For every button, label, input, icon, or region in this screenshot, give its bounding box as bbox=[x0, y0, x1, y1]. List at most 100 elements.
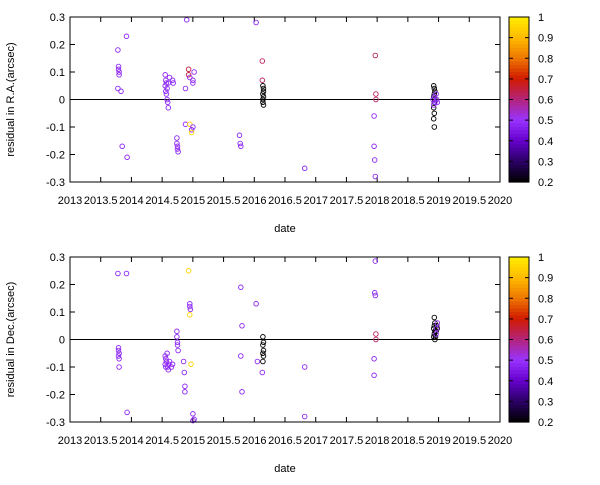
x-tick-label: 2015.5 bbox=[207, 195, 241, 207]
colorbar-swatch bbox=[509, 270, 529, 275]
data-point bbox=[372, 292, 379, 299]
colorbar-swatch bbox=[509, 411, 529, 416]
data-point bbox=[372, 258, 379, 264]
data-point bbox=[116, 69, 122, 75]
data-point bbox=[188, 127, 195, 133]
x-tick-label: 2018.5 bbox=[391, 435, 425, 447]
y-tick-label: 0.2 bbox=[50, 40, 65, 52]
data-point bbox=[162, 72, 168, 78]
data-point bbox=[174, 328, 180, 335]
y-tick-label: -0.1 bbox=[46, 122, 65, 134]
data-point bbox=[371, 372, 377, 379]
colorbar-swatch bbox=[509, 75, 529, 80]
colorbar: 1 0.9 0.8 0.7 0.6 0.5 0.4 0.3 0.2 bbox=[508, 252, 553, 429]
data-point bbox=[185, 66, 192, 73]
data-point bbox=[433, 331, 439, 337]
data-point bbox=[115, 353, 122, 359]
plot-frame bbox=[69, 256, 501, 423]
data-point bbox=[190, 80, 196, 86]
colorbar-swatch bbox=[509, 346, 529, 351]
data-point bbox=[237, 140, 243, 147]
colorbar-swatch bbox=[509, 387, 529, 392]
colorbar-swatch bbox=[509, 82, 529, 87]
x-tick-label: 2016.5 bbox=[268, 435, 302, 447]
colorbar-swatch bbox=[509, 58, 529, 63]
colorbar-swatch bbox=[509, 298, 529, 303]
colorbar-swatch bbox=[509, 391, 529, 396]
data-point bbox=[116, 356, 122, 362]
colorbar-swatch bbox=[509, 178, 529, 183]
colorbar-swatch bbox=[509, 291, 529, 296]
data-point bbox=[115, 47, 121, 53]
colorbar-tick-label: 0.8 bbox=[538, 53, 553, 65]
data-point bbox=[187, 306, 194, 313]
data-point bbox=[239, 389, 245, 395]
colorbar-swatch bbox=[509, 44, 529, 49]
data-point bbox=[253, 19, 259, 26]
data-point bbox=[260, 96, 266, 103]
y-tick-label: 0.1 bbox=[50, 67, 65, 79]
data-point bbox=[116, 350, 122, 357]
colorbar-swatch bbox=[509, 263, 529, 268]
colorbar-swatch bbox=[509, 133, 529, 138]
colorbar-swatch bbox=[509, 96, 529, 101]
data-point bbox=[238, 143, 244, 150]
data-point bbox=[187, 303, 193, 310]
data-point bbox=[431, 110, 438, 117]
colorbar-swatch bbox=[509, 418, 529, 423]
colorbar-tick-label: 0.9 bbox=[538, 33, 553, 45]
data-point bbox=[236, 132, 243, 139]
data-point bbox=[175, 149, 181, 155]
colorbar-swatch bbox=[509, 102, 529, 107]
data-point bbox=[434, 99, 441, 106]
data-point bbox=[174, 342, 181, 348]
data-point bbox=[301, 165, 308, 172]
data-point bbox=[124, 409, 130, 416]
colorbar-swatch bbox=[509, 384, 529, 389]
data-point bbox=[432, 334, 439, 340]
data-point bbox=[260, 93, 267, 100]
colorbar-swatch bbox=[509, 408, 529, 413]
x-tick-label: 2018 bbox=[365, 195, 389, 207]
colorbar-tick-label: 0.7 bbox=[538, 74, 553, 86]
x-tick-label: 2015.5 bbox=[207, 435, 241, 447]
x-tick-label: 2013.5 bbox=[84, 435, 118, 447]
data-point bbox=[174, 143, 181, 150]
data-point bbox=[301, 413, 308, 420]
chart-panel-2: 0.3 0.2 0.1 0 -0.1 -0.2 -0.3 2013 2013.5 2014 2014… bbox=[5, 252, 553, 475]
x-tick-label: 2018 bbox=[365, 435, 389, 447]
colorbar-swatch bbox=[509, 356, 529, 361]
data-point bbox=[185, 72, 192, 78]
data-point bbox=[174, 146, 181, 152]
data-point bbox=[118, 88, 124, 95]
x-tick-label: 2013.5 bbox=[84, 195, 118, 207]
data-point bbox=[431, 91, 438, 97]
y-tick-label: -0.3 bbox=[46, 417, 65, 429]
x-tick-label: 2015 bbox=[181, 435, 205, 447]
y-tick-label: -0.2 bbox=[46, 390, 65, 402]
data-point bbox=[301, 364, 308, 370]
x-tick-label: 2019 bbox=[426, 195, 450, 207]
colorbar-swatch bbox=[509, 61, 529, 66]
data-point bbox=[371, 157, 378, 163]
data-point bbox=[164, 99, 171, 106]
colorbar-swatch bbox=[509, 47, 529, 52]
colorbar-swatch bbox=[509, 27, 529, 32]
colorbar-swatch bbox=[509, 30, 529, 35]
data-point bbox=[431, 314, 438, 321]
colorbar-swatch bbox=[509, 23, 529, 28]
plot-frame bbox=[69, 16, 501, 183]
colorbar-swatch bbox=[509, 161, 529, 166]
x-tick-label: 2015 bbox=[181, 195, 205, 207]
data-point bbox=[373, 331, 379, 337]
data-point bbox=[430, 102, 437, 108]
colorbar-swatch bbox=[509, 78, 529, 83]
data-point bbox=[165, 104, 172, 111]
colorbar-tick-label: 0.3 bbox=[538, 396, 553, 408]
data-point bbox=[170, 80, 176, 86]
colorbar-swatch bbox=[509, 397, 529, 402]
data-point bbox=[187, 121, 193, 128]
colorbar-swatch bbox=[509, 401, 529, 406]
colorbar-swatch bbox=[509, 17, 529, 22]
